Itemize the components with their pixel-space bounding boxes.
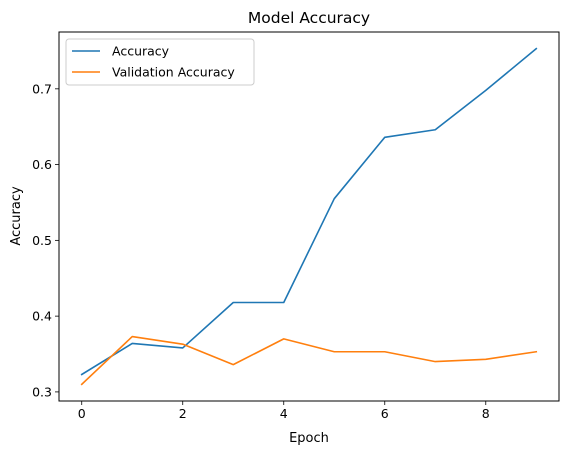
x-axis-label: Epoch bbox=[289, 431, 329, 446]
y-axis-label: Accuracy bbox=[9, 186, 24, 246]
series-layer bbox=[80, 47, 538, 386]
ticks-layer: 0 2 4 6 8 0.3 0.4 0.5 0.6 0.7 bbox=[32, 81, 490, 421]
legend: Accuracy Validation Accuracy bbox=[65, 38, 255, 86]
legend-box bbox=[65, 38, 255, 86]
plot-area-frame bbox=[58, 31, 560, 402]
y-tick-label: 0.6 bbox=[32, 157, 52, 172]
series-line-validation-accuracy bbox=[80, 335, 538, 386]
x-tick-label: 6 bbox=[381, 406, 389, 421]
x-tick-label: 4 bbox=[280, 406, 288, 421]
chart-title: Model Accuracy bbox=[248, 9, 370, 27]
x-tick-label: 8 bbox=[482, 406, 490, 421]
y-tick-label: 0.4 bbox=[32, 309, 52, 324]
y-tick-label: 0.3 bbox=[32, 384, 52, 399]
y-tick-label: 0.7 bbox=[32, 81, 52, 96]
y-tick-label: 0.5 bbox=[32, 233, 52, 248]
x-tick-label: 0 bbox=[78, 406, 86, 421]
legend-label-accuracy: Accuracy bbox=[112, 44, 170, 59]
series-line-accuracy bbox=[80, 47, 538, 376]
x-tick-label: 2 bbox=[179, 406, 187, 421]
legend-label-validation-accuracy: Validation Accuracy bbox=[112, 65, 235, 80]
